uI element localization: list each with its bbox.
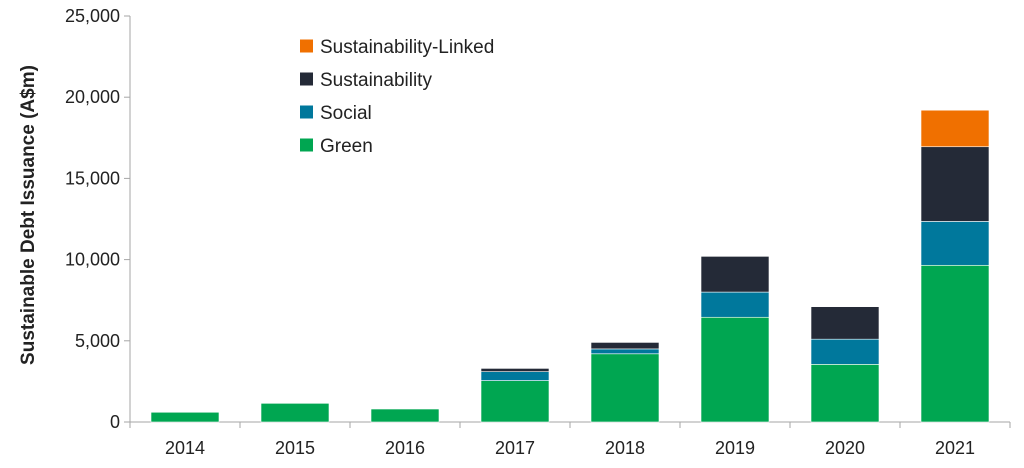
y-tick-label: 10,000 [65,250,120,270]
bar-green-2017 [480,380,550,423]
bar-sustainability-linked-2021 [920,109,990,148]
x-tick-label-2021: 2021 [935,438,975,458]
bar-green-2021 [920,264,990,423]
bar-social-2021 [920,221,990,266]
x-tick-label-2020: 2020 [825,438,865,458]
y-tick-label: 20,000 [65,87,120,107]
legend-swatch-green [300,138,313,152]
legend-label-sustainability: Sustainability [320,70,432,91]
bar-green-2019 [700,316,770,423]
bar-green-2018 [590,353,660,423]
y-tick-label: 5,000 [75,331,120,351]
legend-label-sustainability-linked: Sustainability-Linked [320,37,494,58]
bar-sustainability-2017 [480,368,550,372]
x-tick-label-2017: 2017 [495,438,535,458]
x-tick-label-2015: 2015 [275,438,315,458]
bar-green-2014 [150,411,220,423]
bar-social-2018 [590,348,660,355]
y-axis-title: Sustainable Debt Issuance (A$m) [18,65,39,365]
bars [150,109,990,423]
bar-green-2015 [260,403,330,423]
bar-green-2016 [370,408,440,423]
x-tick-label-2014: 2014 [165,438,205,458]
y-ticks: 0 5,000 10,000 15,000 20,000 25,000 [65,6,130,432]
legend-label-social: Social [320,103,372,124]
x-tick-label-2016: 2016 [385,438,425,458]
bar-sustainability-2019 [700,256,770,293]
x-tick-label-2019: 2019 [715,438,755,458]
y-tick-label: 15,000 [65,168,120,188]
bar-social-2019 [700,291,770,318]
bar-sustainability-2021 [920,146,990,222]
legend-swatch-sustainability [300,72,313,86]
legend-swatch-social [300,105,313,119]
bar-sustainability-2020 [810,306,880,340]
bar-green-2020 [810,364,880,423]
y-tick-label: 0 [110,412,120,432]
bar-social-2017 [480,371,550,381]
legend-swatch-sustainability-linked [300,39,313,53]
y-axis-title-group: Sustainable Debt Issuance (A$m) [18,65,39,365]
y-tick-label: 25,000 [65,6,120,26]
bar-sustainability-2018 [590,342,660,350]
x-tick-label-2018: 2018 [605,438,645,458]
legend-label-green: Green [320,136,373,157]
bar-social-2020 [810,338,880,365]
x-ticks: 2014 2015 2016 2017 2018 2019 2020 2021 [129,422,1011,458]
legend: Sustainability-Linked Sustainability Socia… [300,37,494,157]
